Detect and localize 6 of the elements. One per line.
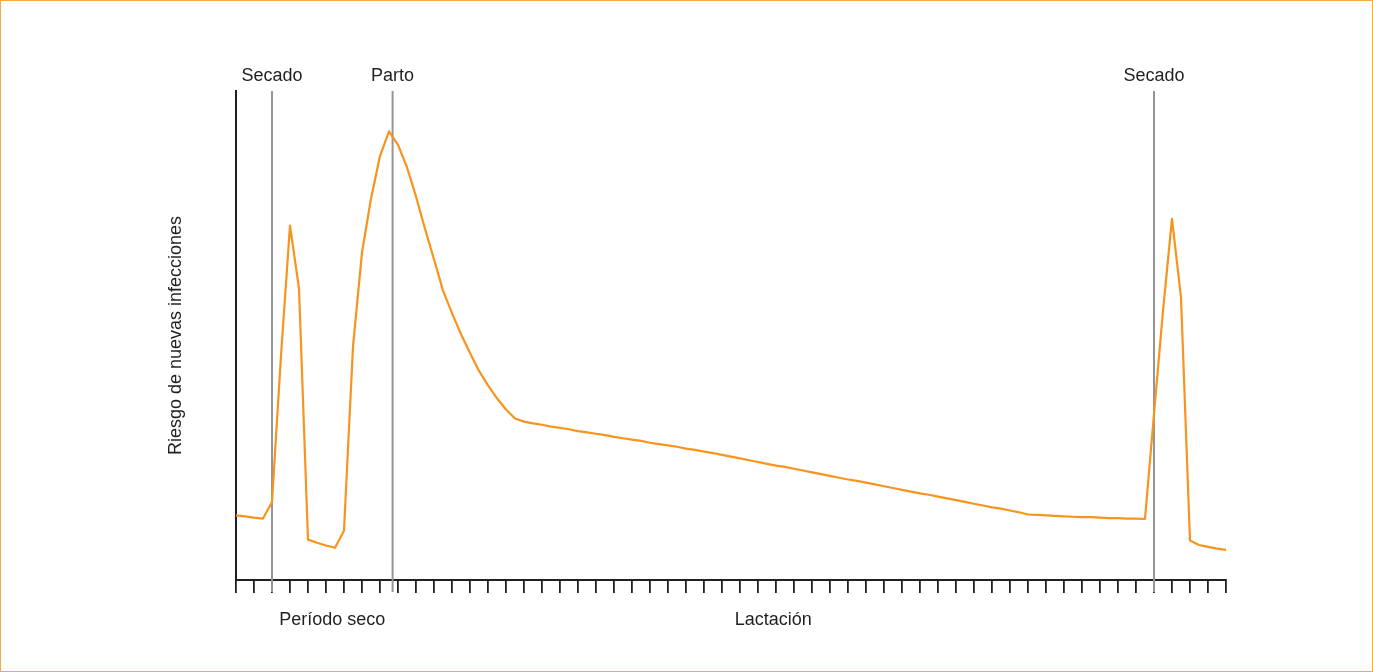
text: Parto xyxy=(371,64,415,85)
text: Secado xyxy=(1123,64,1185,85)
text: Secado xyxy=(241,64,303,85)
text: Lactación xyxy=(734,608,812,629)
text: Período seco xyxy=(279,608,386,629)
y-axis-title: Riesgo de nuevas infecciones xyxy=(164,215,185,456)
